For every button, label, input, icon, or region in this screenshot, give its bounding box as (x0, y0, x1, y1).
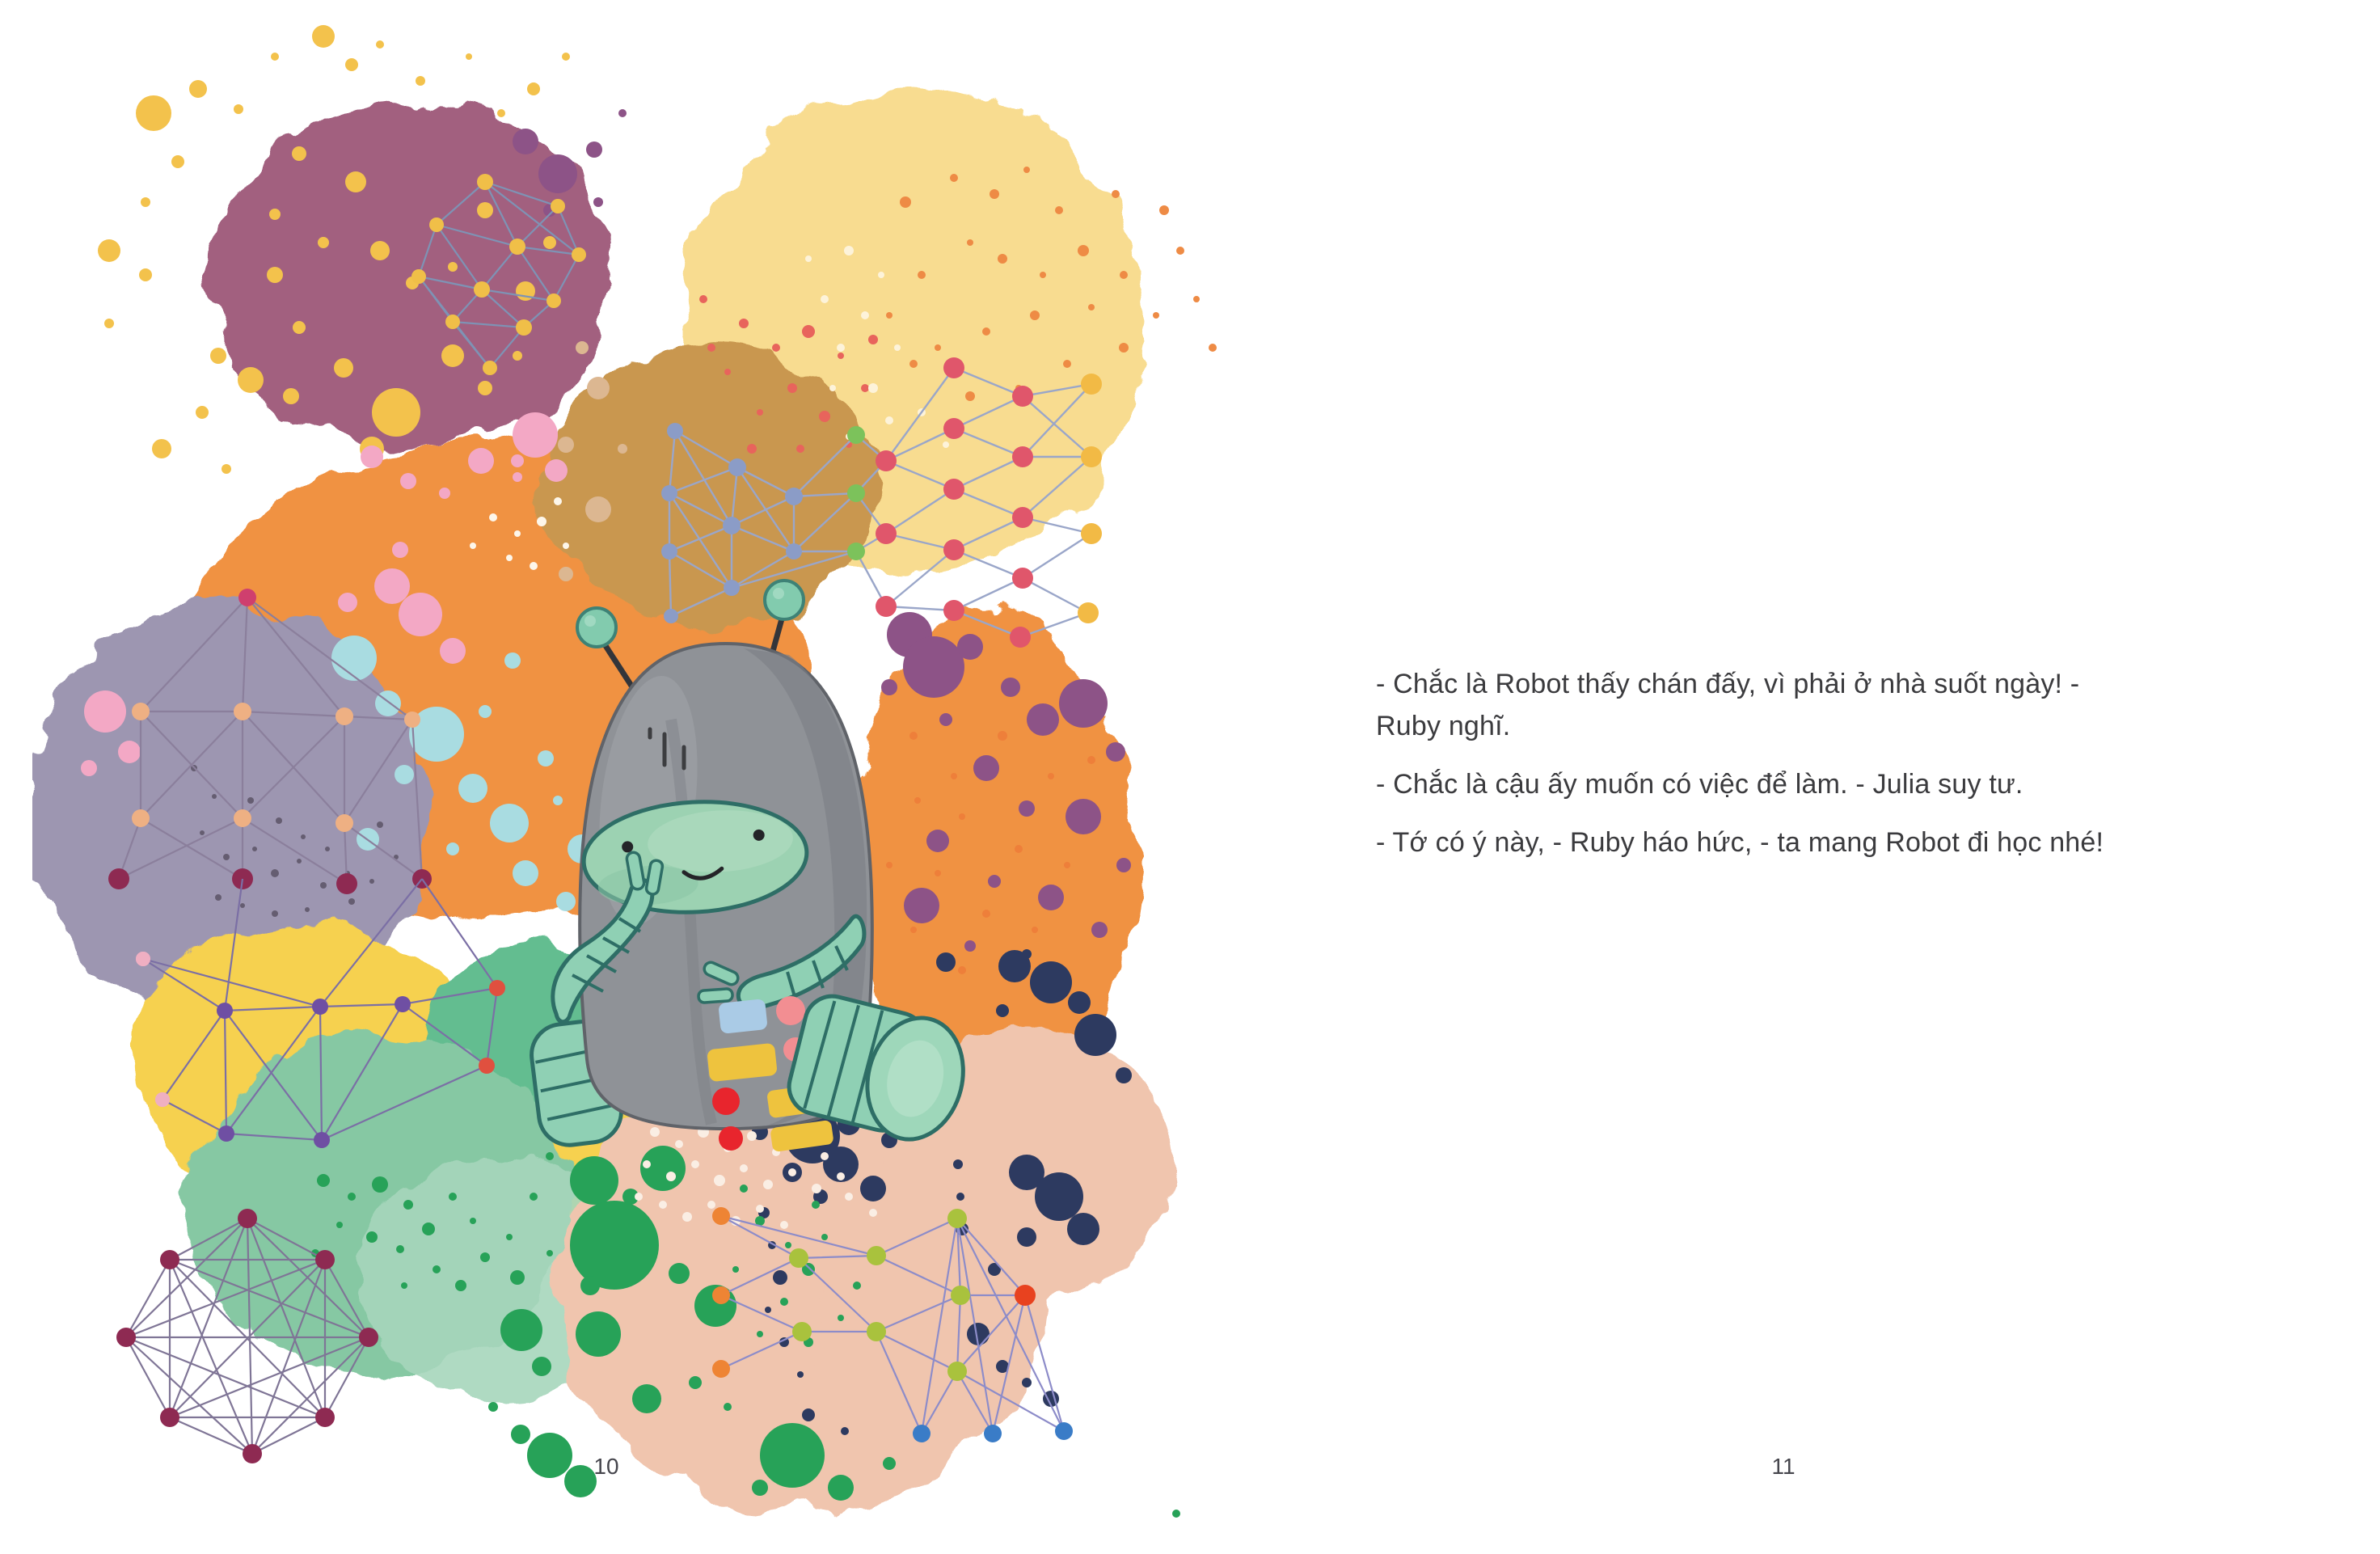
blob-lavender (32, 602, 428, 1031)
left-page: 10 (32, 25, 1217, 1518)
network-mauve (411, 174, 586, 375)
orange-dots-right (886, 731, 1095, 974)
network-ochre (661, 423, 888, 623)
story-paragraph-3: - Tớ có ý này, - Ruby háo hức, - ta mang… (1376, 827, 2104, 858)
gold-splatter (98, 25, 570, 474)
network-complete-graph (116, 1209, 378, 1463)
network-lavender (108, 589, 432, 894)
robot-head-marks (648, 727, 686, 771)
page-number-left: 10 (593, 1454, 619, 1479)
robot-right-foot (787, 994, 965, 1142)
story-paragraph-2: - Chắc là cậu ấy muốn có việc để làm. - … (1376, 769, 2023, 800)
robot-eye-left (622, 841, 634, 853)
green-splatter (311, 1104, 1180, 1518)
plum-splatter-right (881, 612, 1131, 966)
story-text: - Chắc là Robot thấy chán đấy, vì phải ở… (1376, 663, 2233, 880)
pink-splatter (81, 412, 568, 1107)
right-page: - Chắc là Robot thấy chán đấy, vì phải ở… (1190, 0, 2380, 1554)
white-dots-orange (470, 497, 569, 570)
robot (530, 579, 965, 1152)
story-paragraph-1: - Chắc là Robot thấy chán đấy, vì phải ở… (1376, 669, 2080, 741)
robot-left-arm (551, 851, 665, 1024)
robot-smile (682, 866, 724, 880)
red-dots-ochre (699, 295, 878, 454)
orange-dots-yellow-blob (886, 167, 1217, 401)
robot-watercolor-illustration (32, 25, 1217, 1518)
network-purple (136, 878, 505, 1148)
network-bottom (712, 1207, 1073, 1442)
network-neural-yellow (876, 357, 1102, 648)
plum-splatter-top (513, 109, 627, 217)
page-number-right: 11 (1771, 1454, 1796, 1479)
robot-eye-right (753, 829, 765, 841)
